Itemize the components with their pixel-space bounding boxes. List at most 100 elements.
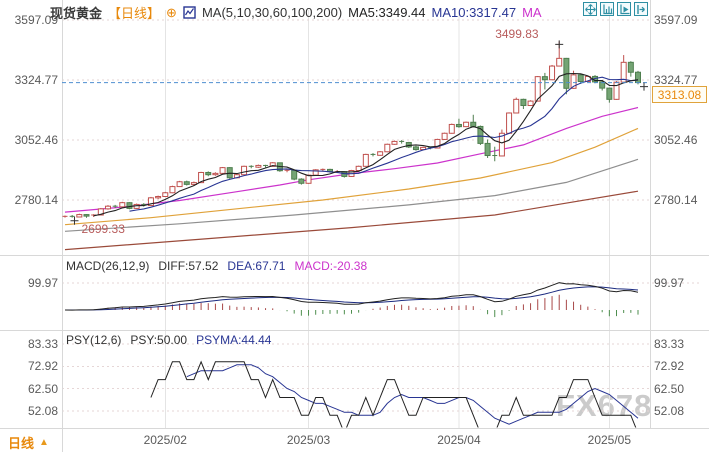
- diff-line: [64, 282, 639, 311]
- y-axis-label: 3597.09: [14, 13, 58, 27]
- candle[interactable]: [83, 214, 90, 217]
- y-axis-label: 3052.46: [14, 132, 58, 147]
- candle[interactable]: [484, 142, 491, 157]
- candle[interactable]: [441, 132, 448, 140]
- y-axis-label: 3597.09: [654, 13, 698, 27]
- candle[interactable]: [212, 172, 219, 176]
- y-axis-label: 99.97: [654, 276, 685, 290]
- ma100-line: [64, 158, 639, 232]
- pan-mode-button[interactable]: [583, 2, 597, 16]
- candle[interactable]: [541, 76, 548, 81]
- psyma-readout: PSYMA:44.44: [196, 333, 272, 347]
- y-axis-label: 2780.14: [654, 192, 698, 207]
- candle[interactable]: [162, 192, 169, 198]
- ma200-line: [64, 190, 639, 251]
- macd-dea-readout: DEA:67.71: [227, 259, 286, 273]
- candle[interactable]: [577, 74, 584, 82]
- candle[interactable]: [119, 202, 126, 208]
- candle[interactable]: [147, 197, 154, 207]
- candle[interactable]: [362, 153, 369, 167]
- restore-scale-button[interactable]: [600, 2, 614, 16]
- candle[interactable]: [470, 121, 477, 127]
- candle[interactable]: [219, 167, 226, 174]
- candle[interactable]: [606, 87, 613, 100]
- candle[interactable]: [291, 169, 298, 180]
- high-price-annotation: 3499.83: [495, 27, 539, 42]
- psy-name: PSY(12,6): [66, 333, 122, 347]
- period-label: 【日线】: [108, 6, 161, 21]
- candle[interactable]: [198, 171, 205, 184]
- candle[interactable]: [463, 121, 470, 128]
- candle[interactable]: [76, 214, 83, 218]
- candle[interactable]: [377, 151, 384, 156]
- psy-line: [150, 360, 637, 428]
- candle[interactable]: [298, 178, 305, 184]
- candle[interactable]: [391, 140, 398, 145]
- high-marker-icon: [555, 40, 564, 49]
- jump-to-latest-button[interactable]: [634, 2, 648, 16]
- ma-settings-label: MA(5,10,30,60,100,200): [201, 5, 343, 20]
- psy-legend: PSY(12,6) PSY:50.00 PSYMA:44.44: [66, 333, 271, 347]
- candle[interactable]: [155, 196, 162, 199]
- x-axis-label: 2025/03: [287, 433, 331, 447]
- candle[interactable]: [570, 74, 577, 89]
- candle[interactable]: [305, 174, 312, 184]
- macd-name: MACD(26,12,9): [66, 259, 150, 273]
- candle[interactable]: [384, 143, 391, 153]
- candle[interactable]: [190, 182, 197, 185]
- macd-legend: MACD(26,12,9) DIFF:57.52 DEA:67.71 MACD:…: [66, 259, 367, 273]
- candle[interactable]: [527, 100, 534, 107]
- candle[interactable]: [635, 71, 641, 84]
- y-axis-label: 72.92: [27, 359, 58, 374]
- y-axis-label: 62.50: [654, 381, 685, 396]
- last-price-marker-icon: [640, 82, 648, 91]
- psy-readout: PSY:50.00: [130, 333, 188, 347]
- y-axis-label: 62.50: [27, 381, 58, 396]
- candle[interactable]: [255, 164, 262, 168]
- axis-chart-icon: [602, 4, 612, 14]
- candle[interactable]: [477, 125, 484, 144]
- candle[interactable]: [556, 57, 563, 67]
- candle[interactable]: [520, 98, 527, 107]
- candle[interactable]: [448, 123, 455, 134]
- candle[interactable]: [241, 165, 248, 176]
- candle[interactable]: [513, 98, 520, 114]
- candle[interactable]: [434, 138, 441, 149]
- tab-daily-period[interactable]: 日线 ▲: [8, 433, 49, 452]
- candle[interactable]: [126, 202, 133, 209]
- candle[interactable]: [549, 65, 556, 81]
- candle[interactable]: [205, 171, 212, 176]
- y-axis-label: 2780.14: [14, 192, 58, 207]
- watermark: FX678: [556, 388, 653, 423]
- y-axis-label: 99.97: [27, 276, 58, 290]
- auto-scroll-button[interactable]: [617, 2, 631, 16]
- candle[interactable]: [183, 181, 190, 185]
- add-overlay-icon[interactable]: ⊕: [166, 4, 177, 20]
- x-axis-label: 2025/02: [144, 433, 188, 447]
- candle[interactable]: [627, 61, 634, 73]
- candle[interactable]: [534, 76, 541, 102]
- y-axis-label: 3324.77: [14, 73, 58, 87]
- low-marker-icon: [70, 216, 79, 225]
- candle[interactable]: [506, 112, 513, 134]
- candle[interactable]: [599, 81, 606, 89]
- move-cross-icon: [584, 3, 596, 15]
- candle[interactable]: [269, 162, 276, 167]
- candle[interactable]: [176, 181, 183, 188]
- candle[interactable]: [355, 165, 362, 172]
- title-bar: 现货黄金 【日线】 ⊕ MA(5,10,30,60,100,200) MA5:3…: [50, 3, 542, 22]
- x-axis-label: 2025/05: [588, 433, 632, 447]
- candle[interactable]: [455, 123, 462, 128]
- last-price-tag: 3313.08: [652, 86, 707, 103]
- candlestick-chart-icon[interactable]: [183, 6, 196, 19]
- candle[interactable]: [104, 205, 111, 210]
- candle[interactable]: [498, 132, 505, 157]
- chart-play-icon: [619, 4, 629, 14]
- candle[interactable]: [412, 146, 419, 151]
- ma5-readout: MA5:3349.44: [348, 5, 426, 20]
- candle[interactable]: [169, 186, 176, 194]
- low-price-annotation: 2699.33: [81, 221, 125, 236]
- candle[interactable]: [97, 208, 104, 216]
